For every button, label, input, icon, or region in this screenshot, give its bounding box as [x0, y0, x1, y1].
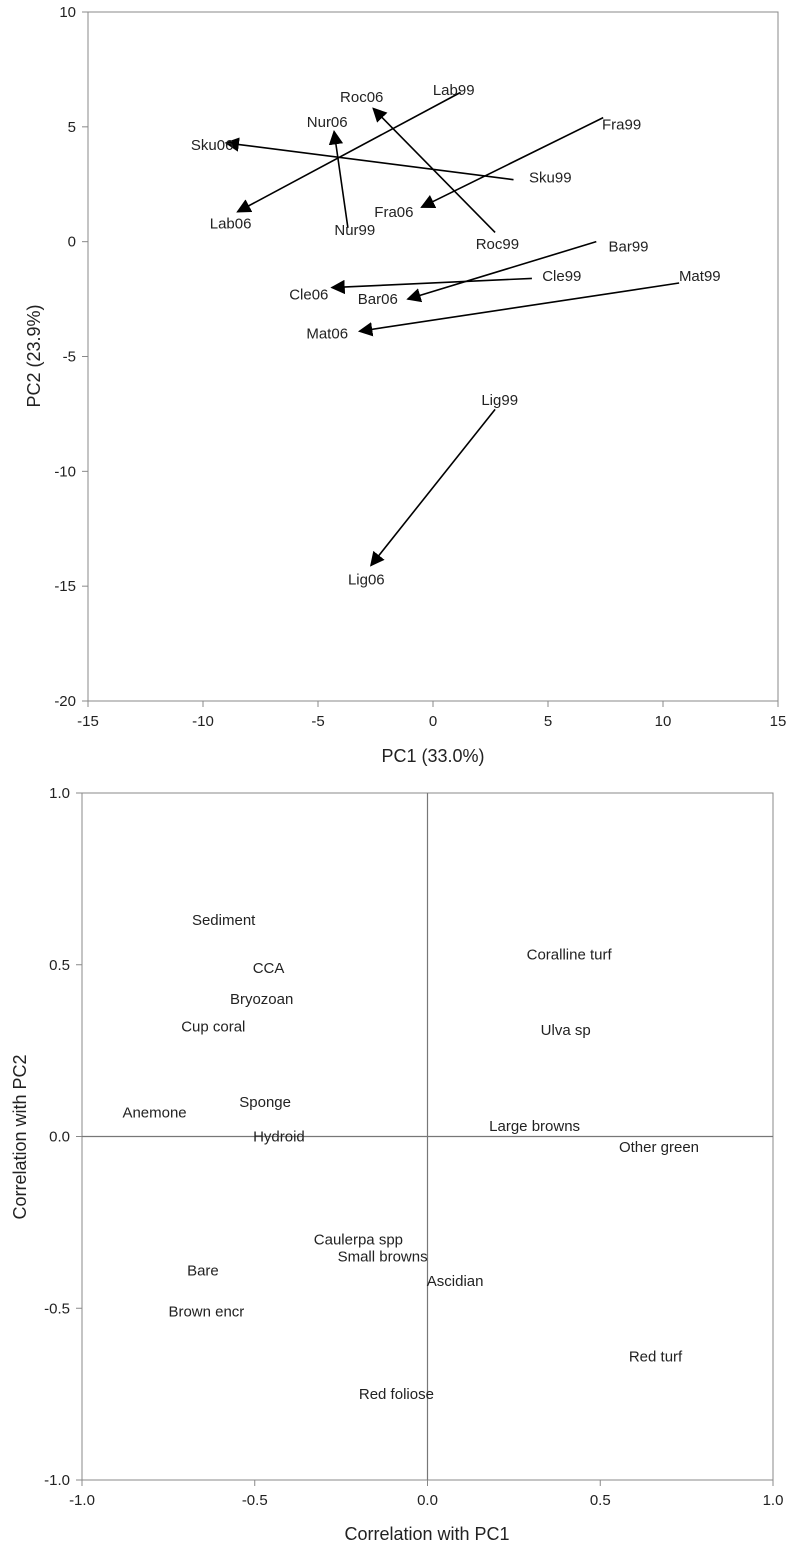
site-label-mat06: Mat06: [306, 326, 348, 343]
site-label-lig99: Lig99: [481, 392, 518, 409]
trajectory-arrow-cle99: [330, 277, 532, 295]
x-tick-label: 10: [655, 713, 672, 730]
zero-reference-lines: [82, 793, 773, 1480]
site-labels: Lab99 Roc06 Nur06 Sku06 Fra99 Sku99 Fra06 Lab06…: [191, 82, 721, 588]
variable-label-cup-coral: Cup coral: [181, 1019, 245, 1036]
variable-label-hydroid: Hydroid: [253, 1129, 305, 1146]
x-tick-label: -0.5: [242, 1492, 268, 1509]
y-tick-label: 1.0: [49, 785, 70, 802]
x-axis-ticks: -15 -10 -5 0 5 10 15: [77, 701, 786, 730]
correlation-panel: 1.0 0.5 0.0 -0.5 -1.0 -1.0 -0.5 0.0 0.5 1.0 Sedi…: [10, 785, 783, 1544]
y-tick-label: -15: [54, 578, 76, 595]
trajectory-arrow-roc99: [372, 107, 496, 234]
site-label-fra06: Fra06: [374, 204, 413, 221]
site-label-sku06: Sku06: [191, 137, 234, 154]
y-axis-ticks: 1.0 0.5 0.0 -0.5 -1.0: [44, 785, 82, 1489]
y-tick-label: -10: [54, 463, 76, 480]
y-tick-label: 0.0: [49, 1129, 70, 1146]
x-tick-label: 1.0: [763, 1492, 784, 1509]
pca-plot-frame: [87, 11, 779, 702]
site-label-roc06: Roc06: [340, 89, 383, 106]
x-tick-label: -1.0: [69, 1492, 95, 1509]
x-tick-label: -10: [192, 713, 214, 730]
trajectory-arrows: [224, 91, 680, 567]
trajectory-arrow-fra99: [420, 116, 604, 208]
trajectory-arrow-nur99: [328, 130, 349, 228]
trajectory-arrow-lig99: [370, 408, 496, 567]
trajectory-arrow-sku99: [224, 137, 514, 181]
site-label-bar99: Bar99: [608, 238, 648, 255]
variable-label-sediment: Sediment: [192, 912, 256, 929]
site-label-mat99: Mat99: [679, 268, 721, 285]
x-tick-label: 0.5: [590, 1492, 611, 1509]
trajectory-arrow-bar99: [406, 240, 597, 303]
x-tick-label: 0.0: [417, 1492, 438, 1509]
y-tick-label: 0: [68, 234, 76, 251]
y-axis-title: Correlation with PC2: [10, 1054, 30, 1219]
variable-label-bryozoan: Bryozoan: [230, 991, 293, 1008]
variable-label-brown-encr: Brown encr: [168, 1304, 244, 1321]
site-label-bar06: Bar06: [358, 291, 398, 308]
x-tick-label: 15: [770, 713, 787, 730]
x-tick-label: -15: [77, 713, 99, 730]
trajectory-arrow-lab99: [236, 91, 461, 213]
x-axis-title: Correlation with PC1: [344, 1524, 509, 1544]
x-tick-label: 5: [544, 713, 552, 730]
site-label-roc99: Roc99: [476, 236, 519, 253]
y-tick-label: 10: [59, 4, 76, 21]
x-tick-label: -5: [311, 713, 324, 730]
y-tick-label: -0.5: [44, 1300, 70, 1317]
y-tick-label: -1.0: [44, 1472, 70, 1489]
variable-label-red-turf: Red turf: [629, 1348, 683, 1365]
y-axis-title: PC2 (23.9%): [24, 304, 44, 407]
variable-label-bare: Bare: [187, 1262, 219, 1279]
variable-label-sponge: Sponge: [239, 1094, 291, 1111]
variable-labels: Sediment CCA Coralline turf Bryozoan Cup cor…: [122, 912, 699, 1403]
variable-label-large-browns: Large browns: [489, 1118, 580, 1135]
variable-label-cca: CCA: [253, 960, 285, 977]
x-axis-ticks: -1.0 -0.5 0.0 0.5 1.0: [69, 1480, 783, 1509]
y-tick-label: -5: [63, 349, 76, 366]
site-label-lab99: Lab99: [433, 82, 475, 99]
y-tick-label: 5: [68, 119, 76, 136]
variable-label-other-green: Other green: [619, 1139, 699, 1156]
site-label-fra99: Fra99: [602, 117, 641, 134]
variable-label-anemone: Anemone: [122, 1104, 186, 1121]
site-label-cle06: Cle06: [289, 286, 328, 303]
variable-label-caulerpa-spp: Caulerpa spp: [314, 1232, 403, 1249]
site-label-lig06: Lig06: [348, 571, 385, 588]
y-axis-ticks: 10 5 0 -5 -10 -15 -20: [54, 4, 88, 710]
y-tick-label: -20: [54, 693, 76, 710]
site-label-sku99: Sku99: [529, 169, 572, 186]
y-tick-label: 0.5: [49, 957, 70, 974]
variable-label-red-foliose: Red foliose: [359, 1386, 434, 1403]
site-label-lab06: Lab06: [210, 215, 252, 232]
variable-label-ascidian: Ascidian: [427, 1273, 484, 1290]
variable-label-coralline-turf: Coralline turf: [527, 946, 613, 963]
variable-label-small-browns: Small browns: [338, 1249, 428, 1266]
site-label-nur06: Nur06: [307, 114, 348, 131]
trajectory-arrow-mat99: [357, 282, 680, 337]
variable-label-ulva-sp: Ulva sp: [541, 1022, 591, 1039]
x-tick-label: 0: [429, 713, 437, 730]
site-label-cle99: Cle99: [542, 268, 581, 285]
x-axis-title: PC1 (33.0%): [381, 746, 484, 766]
site-label-nur99: Nur99: [334, 222, 375, 239]
